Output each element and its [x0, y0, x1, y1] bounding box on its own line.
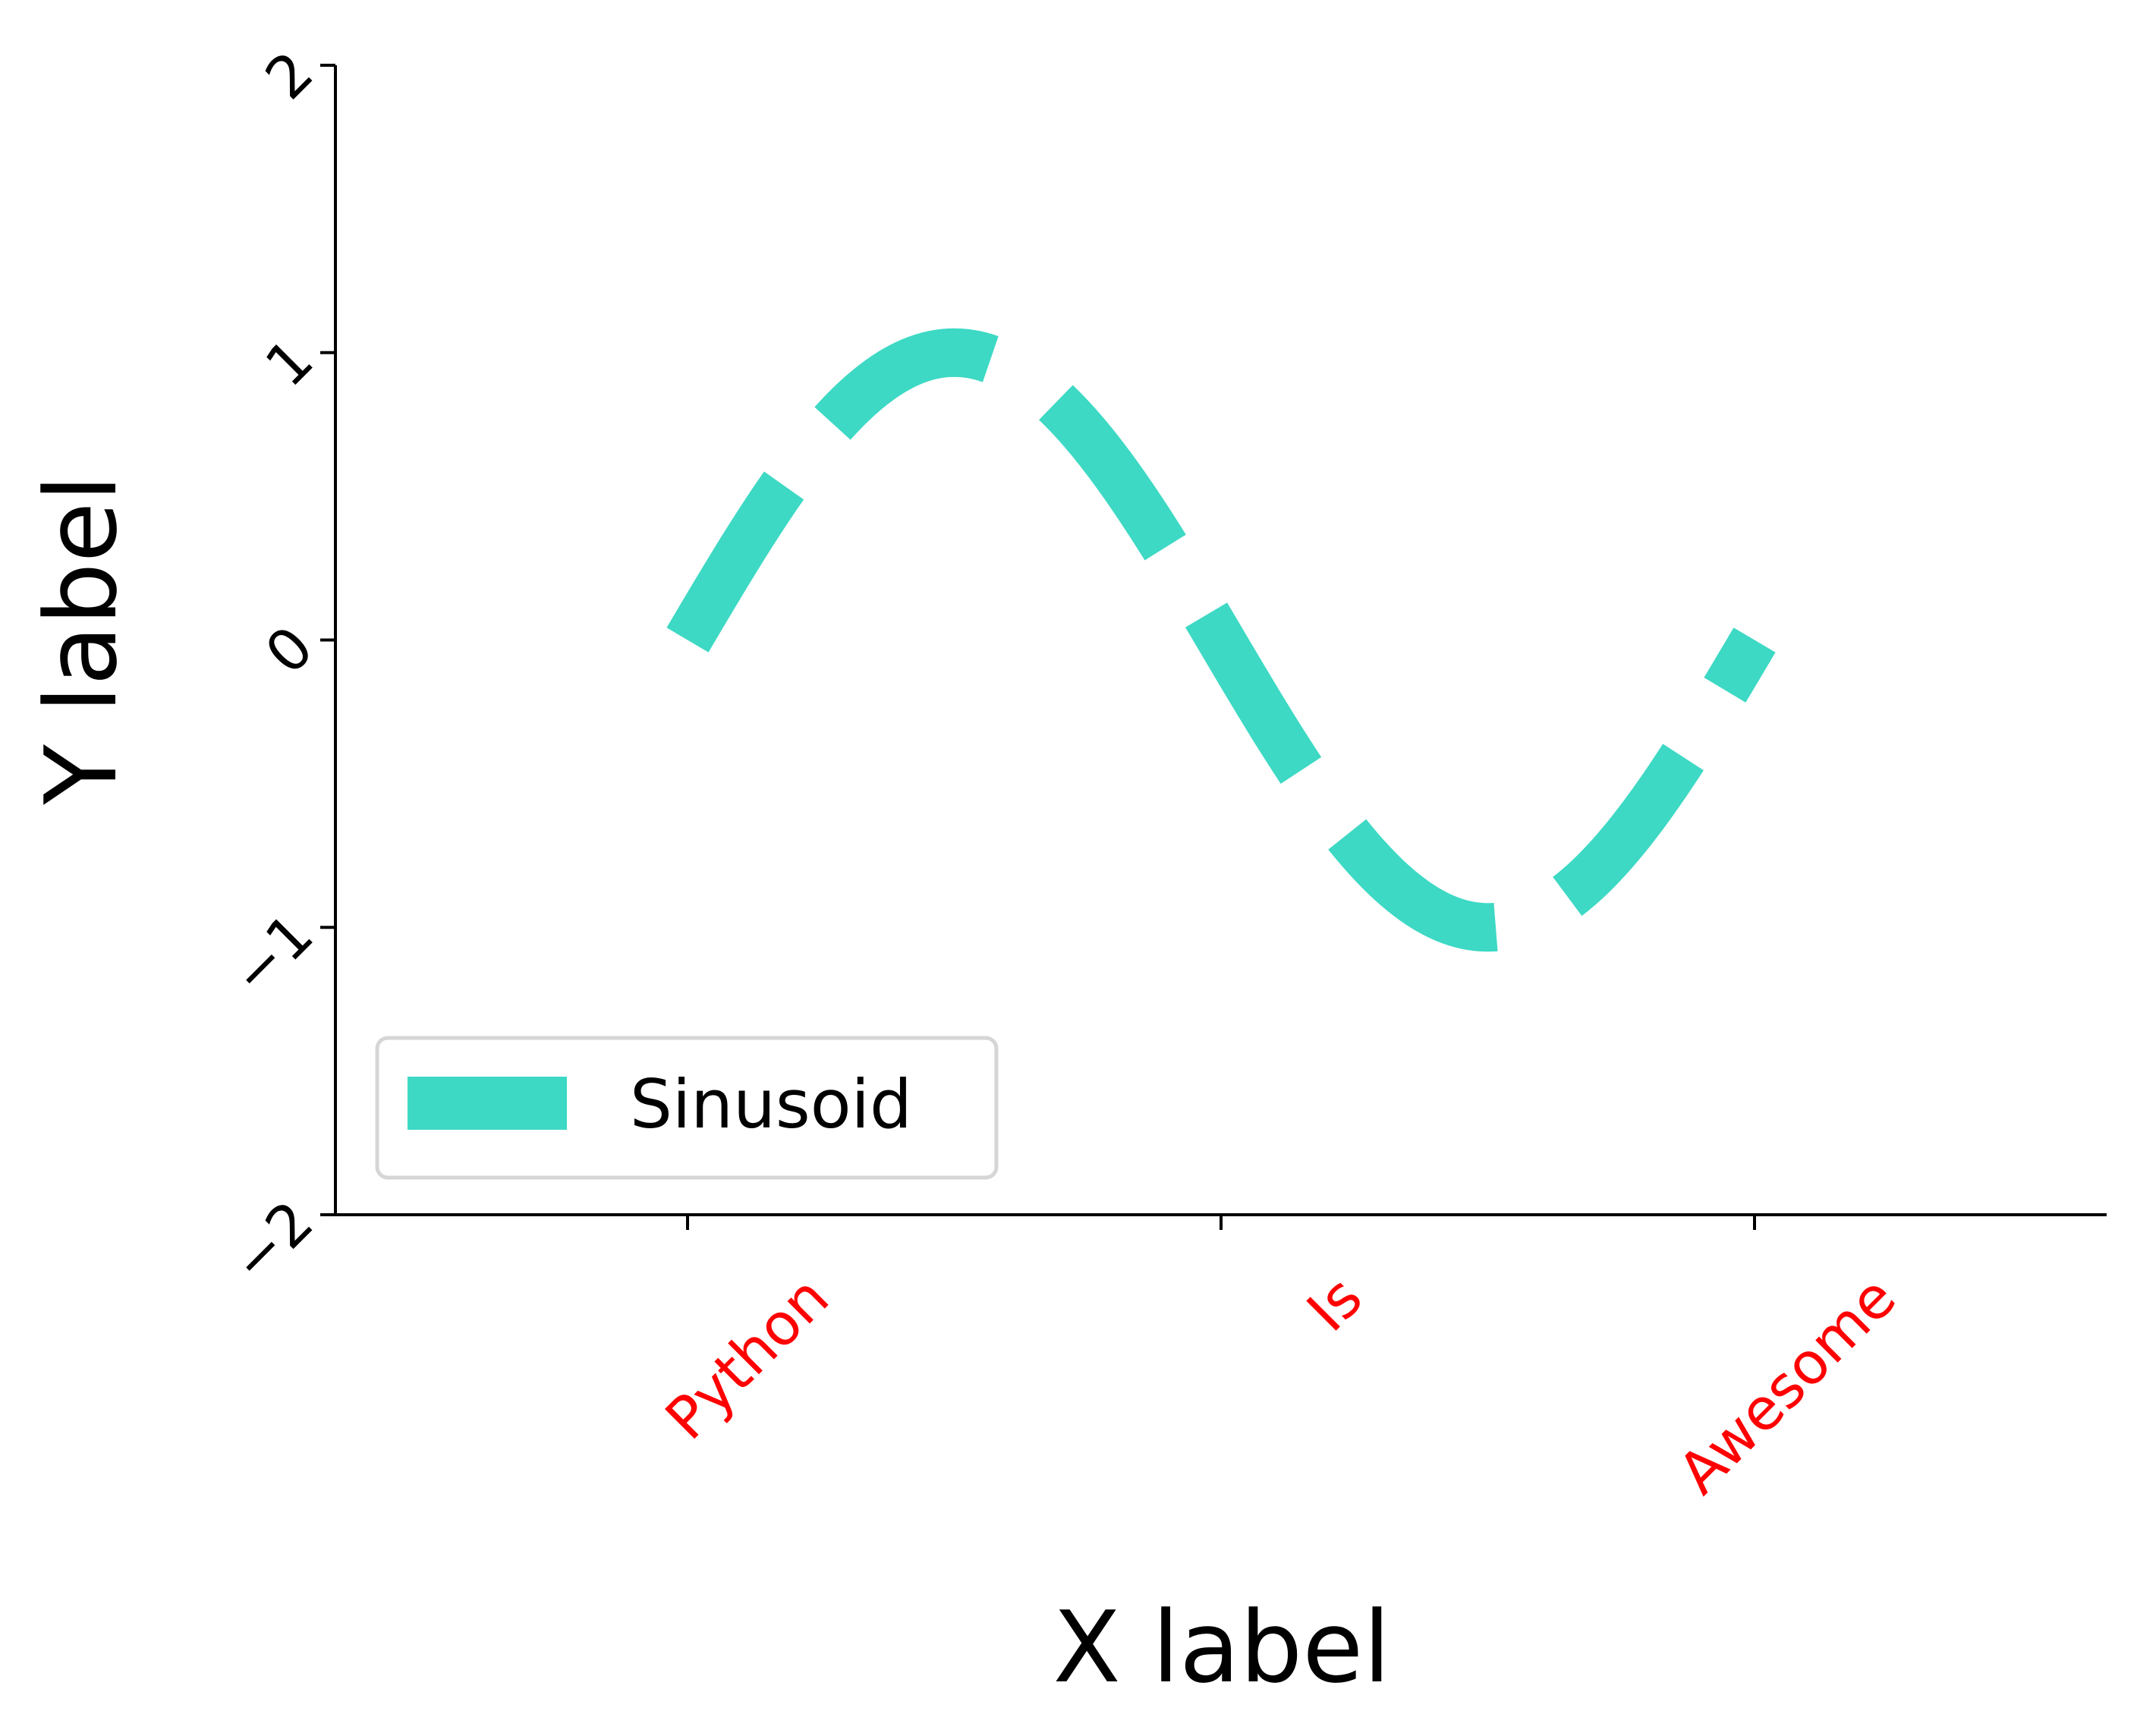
plot-area: [666, 328, 1776, 952]
x-tick-label: Is: [1294, 1263, 1375, 1344]
x-tick-label: Python: [653, 1263, 842, 1452]
y-tick-label: 0: [252, 613, 326, 687]
y-tick-label: 2: [252, 39, 326, 112]
y-tick-label: −1: [218, 901, 326, 1008]
y-tick-label: −2: [218, 1188, 326, 1296]
x-axis-label: X label: [1053, 1590, 1391, 1705]
legend-swatch: [408, 1077, 567, 1130]
series-line-1: [666, 328, 1776, 952]
y-tick-label: 1: [252, 326, 326, 399]
x-tick-label: Awesome: [1665, 1263, 1909, 1507]
y-axis-label: Y label: [24, 474, 139, 805]
axes: −2 −1 0 1 2 Python Is Awesome: [218, 39, 2107, 1507]
legend-frame: [375, 1036, 999, 1180]
legend-label: Sinusoid: [630, 1065, 912, 1143]
legend: Sinusoid: [375, 1036, 999, 1180]
